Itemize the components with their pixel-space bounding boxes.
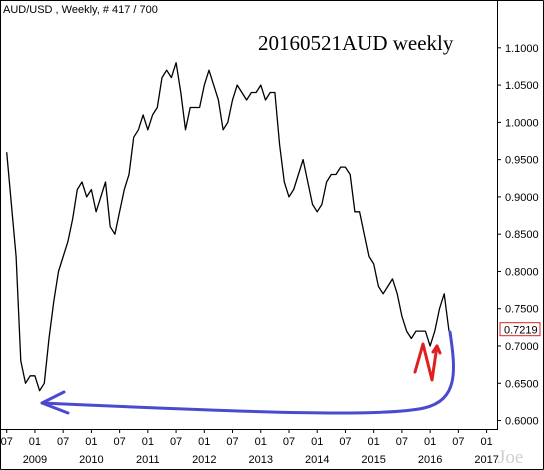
x-year-label: 2015 — [361, 454, 385, 466]
y-tick-label: 0.7000 — [505, 341, 539, 353]
x-tick-label: 07 — [113, 436, 125, 448]
y-tick-label: 0.9000 — [505, 192, 539, 204]
series-line-0 — [6, 62, 450, 392]
price-series — [6, 62, 450, 392]
x-tick-label: 07 — [339, 436, 351, 448]
y-tick-label: 0.6500 — [505, 378, 539, 390]
y-tick-label: 1.0000 — [505, 117, 539, 129]
y-tick-label: 0.7500 — [505, 304, 539, 316]
x-year-label: 2017 — [474, 454, 498, 466]
x-tick-label: 07 — [57, 436, 69, 448]
annotation-red-arrow — [413, 342, 442, 382]
x-tick-label: 01 — [198, 436, 210, 448]
x-year-label: 2011 — [136, 454, 160, 466]
signature: Joe — [498, 447, 523, 468]
x-tick-label: 01 — [311, 436, 323, 448]
y-tick-label: 1.0500 — [505, 80, 539, 92]
y-tick-label: 0.6000 — [505, 416, 539, 428]
annotation-blue-arrow — [40, 330, 455, 415]
x-tick-label: 01 — [255, 436, 267, 448]
y-tick-label: 0.9500 — [505, 155, 539, 167]
x-tick-label: 01 — [368, 436, 380, 448]
x-tick-label: 01 — [424, 436, 436, 448]
x-year-label: 2016 — [418, 454, 442, 466]
last-price-label: 0.7219 — [504, 325, 538, 337]
symbol-label: AUD/USD , Weekly, # 417 / 700 — [3, 4, 158, 16]
x-year-label: 2010 — [79, 454, 103, 466]
y-tick-label: 0.8500 — [505, 229, 539, 241]
x-year-label: 2009 — [23, 454, 47, 466]
y-axis: 0.6000 0.6500 0.7000 0.7500 0.8000 0.8500 0.90… — [497, 43, 539, 428]
y-tick-label: 0.8000 — [505, 266, 539, 278]
x-tick-label: 01 — [142, 436, 154, 448]
chart-title: 20160521AUD weekly — [258, 31, 454, 55]
x-tick-label: 07 — [396, 436, 408, 448]
x-year-label: 2012 — [192, 454, 216, 466]
x-year-label: 2014 — [305, 454, 329, 466]
last-price-box: 0.7219 — [499, 322, 541, 337]
x-tick-label: 01 — [480, 436, 492, 448]
x-tick-label: 07 — [452, 436, 464, 448]
x-tick-label: 07 — [283, 436, 295, 448]
x-tick-label: 07 — [170, 436, 182, 448]
x-tick-label: 07 — [1, 436, 13, 448]
x-tick-label: 01 — [29, 436, 41, 448]
y-tick-label: 1.1000 — [505, 43, 539, 55]
x-year-label: 2013 — [249, 454, 273, 466]
x-tick-label: 07 — [226, 436, 238, 448]
x-tick-label: 01 — [85, 436, 97, 448]
x-axis: 07 01 07 01 07 01 07 01 07 01 07 01 07 01 07 01 07 01 2009… — [1, 429, 499, 466]
